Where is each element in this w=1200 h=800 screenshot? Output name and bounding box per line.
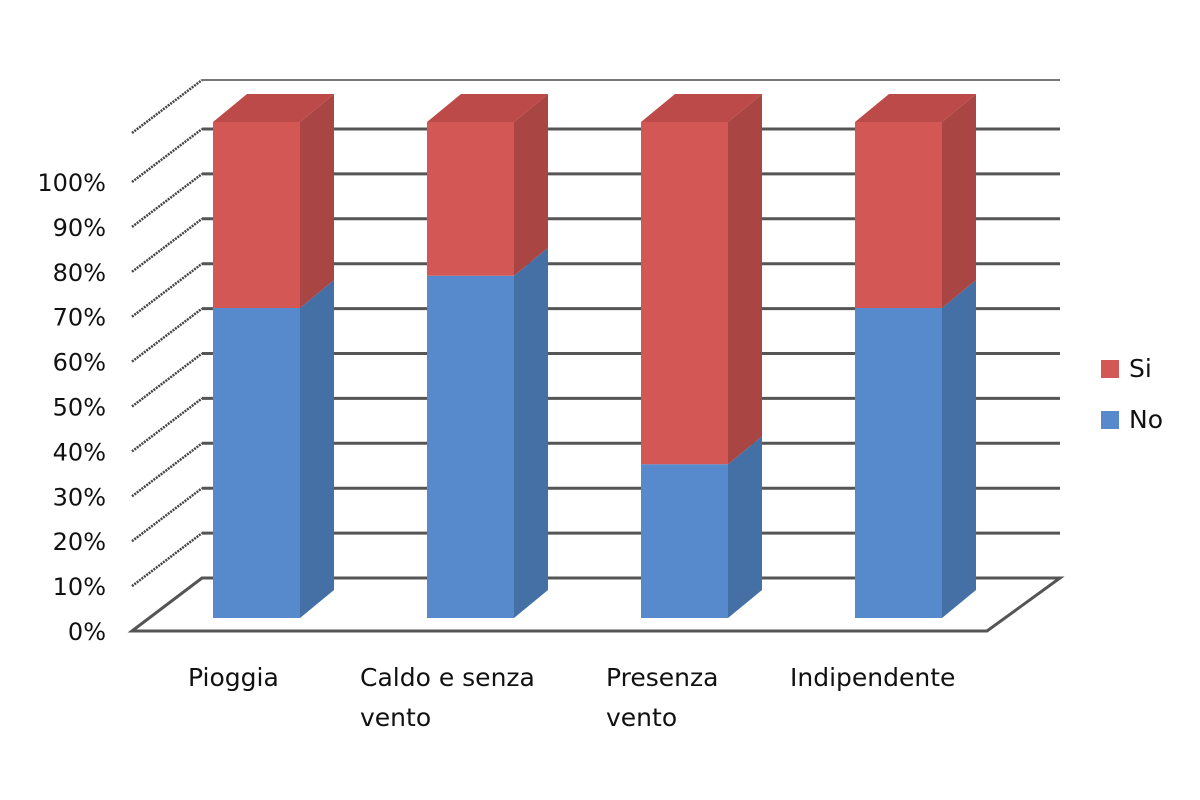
- bar-side-si: [942, 94, 976, 308]
- bar-segment-no: [641, 464, 728, 618]
- bar-segment-si: [641, 122, 728, 465]
- left-wall-line: [131, 397, 203, 453]
- left-wall-line: [131, 442, 203, 498]
- x-tick-label: Indipendente: [790, 663, 955, 692]
- left-wall-line: [131, 79, 203, 134]
- y-tick-label: 20%: [53, 528, 106, 556]
- y-tick-label: 70%: [53, 304, 106, 332]
- bar-segment-no: [427, 275, 514, 618]
- legend-swatch-no: [1101, 411, 1119, 429]
- bar-side-si: [728, 94, 762, 465]
- y-tick-label: 60%: [53, 349, 106, 377]
- bar-presenza-vento: [641, 94, 762, 618]
- bars: [213, 94, 976, 618]
- bar-side-no: [942, 280, 976, 618]
- bar-segment-no: [855, 308, 942, 618]
- y-tick-label: 90%: [53, 214, 106, 242]
- bar-pioggia: [213, 94, 334, 618]
- left-wall-line: [131, 532, 203, 588]
- y-tick-label: 50%: [53, 394, 106, 422]
- bar-caldo-e-senza-vento: [427, 94, 548, 618]
- left-wall-line: [131, 172, 203, 228]
- y-tick-label: 100%: [37, 169, 106, 197]
- legend-swatch-si: [1101, 360, 1119, 378]
- bar-top: [427, 94, 548, 122]
- left-wall-line: [131, 262, 203, 318]
- legend-label-si: Si: [1129, 354, 1152, 383]
- bar-segment-no: [213, 308, 300, 618]
- y-tick-label: 0%: [68, 618, 106, 646]
- legend: Si No: [1101, 354, 1163, 434]
- bar-top: [213, 94, 334, 122]
- y-axis: 0% 10% 20% 30% 40% 50% 60% 70% 80% 90% 100%: [37, 169, 106, 646]
- bar-side-no: [514, 247, 548, 618]
- left-wall-line: [131, 128, 203, 183]
- x-tick-label: Caldo e senza: [360, 663, 535, 692]
- y-tick-label: 80%: [53, 259, 106, 287]
- bar-side-no: [728, 436, 762, 618]
- x-tick-label: Pioggia: [188, 663, 279, 692]
- bar-side-si: [300, 94, 334, 308]
- x-tick-label: Presenza: [606, 663, 718, 692]
- x-axis: Pioggia Caldo e senza vento Presenza vento In…: [188, 663, 955, 732]
- bar-side-si: [514, 94, 548, 276]
- y-tick-label: 40%: [53, 438, 106, 466]
- y-tick-label: 30%: [53, 483, 106, 511]
- x-tick-label: vento: [606, 703, 677, 732]
- bar-top: [855, 94, 976, 122]
- bar-top: [641, 94, 762, 122]
- left-wall-line: [131, 307, 203, 363]
- left-wall-line: [131, 217, 203, 273]
- x-tick-label: vento: [360, 703, 431, 732]
- legend-label-no: No: [1129, 405, 1163, 434]
- bar-segment-si: [427, 122, 514, 276]
- bar-segment-si: [855, 122, 942, 308]
- bar-segment-si: [213, 122, 300, 308]
- bar-side-no: [300, 280, 334, 618]
- left-wall-line: [131, 352, 203, 408]
- y-tick-label: 10%: [53, 573, 106, 601]
- left-wall-line: [131, 487, 203, 543]
- floor: [127, 576, 1065, 633]
- bar-indipendente: [855, 94, 976, 618]
